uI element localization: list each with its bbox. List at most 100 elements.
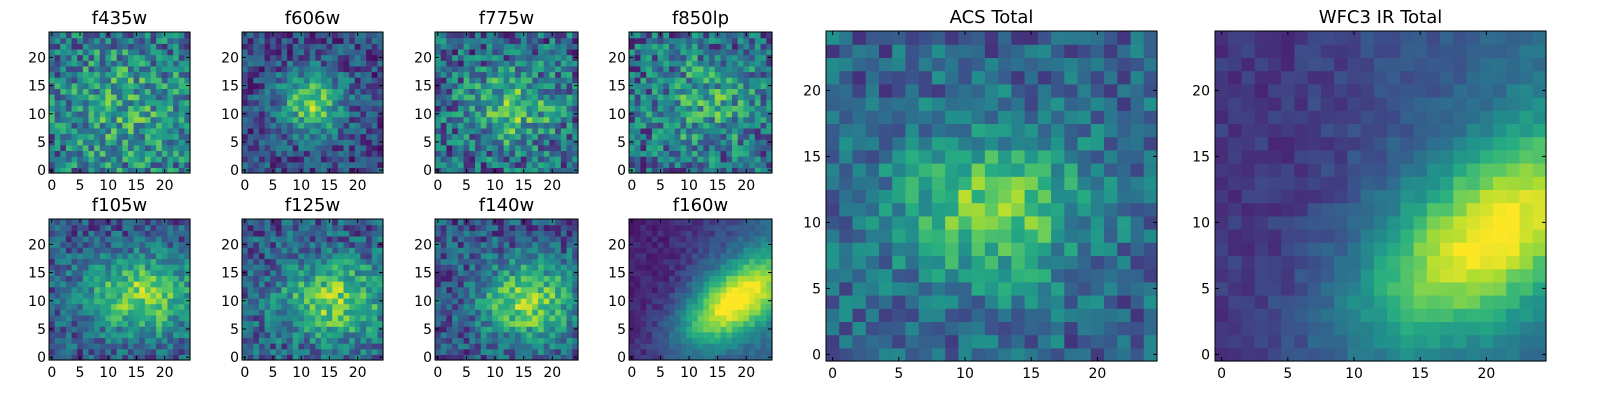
heatmap-cell [127,144,135,152]
heatmap-cell [515,88,522,95]
heatmap-cell [270,241,277,248]
heatmap-cell [497,122,505,129]
heatmap-cell [54,281,61,288]
heatmap-cell [743,331,750,339]
heatmap-cell [139,337,146,344]
heatmap-cell [629,88,636,95]
heatmap-cell [287,116,294,123]
heatmap-cell [737,139,744,146]
heatmap-cell [49,150,56,157]
heatmap-cell [139,37,146,44]
heatmap-cell [337,65,345,73]
heatmap-cell [173,348,180,355]
heatmap-cell [743,292,750,299]
heatmap-cell [156,99,163,106]
heatmap-cell [509,82,516,89]
heatmap-cell [122,235,129,243]
heatmap-cell [680,326,687,333]
heatmap-cell [65,281,73,288]
heatmap-cell [520,122,528,129]
heatmap-cell [49,258,56,265]
heatmap-cell [304,99,311,106]
heatmap-cell [156,281,163,288]
heatmap-cell [657,43,664,50]
heatmap-cell [486,286,493,293]
heatmap-cell [105,60,112,67]
heatmap-cell [173,77,180,84]
heatmap-cell [435,94,442,101]
heatmap-cell [634,275,642,282]
heatmap-cell [720,116,727,123]
heatmap-cell [657,139,664,146]
heatmap-cell [651,309,659,316]
heatmap-cell [315,264,322,271]
heatmap-cell [343,37,350,44]
heatmap-cell [526,161,533,168]
heatmap-cell [94,105,101,112]
heatmap-cell [480,156,488,163]
heatmap-cell [520,297,528,305]
heatmap-cell [150,331,157,339]
heatmap-cell [532,82,539,89]
heatmap-cell [452,43,459,50]
heatmap-cell [515,247,522,254]
heatmap-cell [497,303,505,310]
heatmap-cell [298,247,305,254]
heatmap-cell [566,219,573,226]
heatmap-cell [703,88,710,95]
heatmap-cell [292,320,299,327]
heatmap-cell [555,241,562,248]
heatmap-cell [258,144,266,152]
heatmap-cell [669,37,676,44]
heatmap-cell [669,354,676,361]
heatmap-cell [749,71,756,78]
heatmap-cell [242,60,249,67]
heatmap-cell [503,156,510,163]
heatmap-cell [122,94,129,101]
heatmap-cell [486,161,493,168]
heatmap-cell [281,219,288,226]
heatmap-cell [515,292,522,299]
heatmap-cell [549,60,556,67]
heatmap-cell [315,224,322,231]
heatmap-cell [720,297,727,305]
heatmap-cell [105,71,112,78]
heatmap-cell [657,297,664,305]
x-tick-label: 0 [47,365,56,381]
heatmap-cell [749,54,756,61]
heatmap-cell [629,77,636,84]
heatmap-cell [184,99,191,106]
heatmap-cell [709,320,716,327]
heatmap-cell [60,286,67,293]
heatmap-cell [173,48,180,56]
heatmap-cell [264,326,271,333]
heatmap-cell [480,224,488,231]
heatmap-cell [144,161,152,168]
heatmap-cell [167,247,174,254]
heatmap-cell [315,133,322,140]
y-tick-label: 10 [221,107,239,123]
heatmap-cell [726,292,733,299]
heatmap-cell [360,156,367,163]
heatmap-cell [709,309,716,316]
heatmap-cell [343,161,350,168]
heatmap-cell [503,43,510,50]
heatmap-cell [371,343,378,350]
y-tick-label: 20 [28,237,46,253]
heatmap-cell [360,37,367,44]
heatmap-cell [242,314,249,322]
heatmap-cell [560,105,568,112]
heatmap-cell [139,150,146,157]
heatmap-cell [360,297,367,305]
heatmap-cell [663,150,670,157]
heatmap-cell [354,144,362,152]
heatmap-cell [298,150,305,157]
heatmap-cell [105,230,112,237]
heatmap-cell [116,235,123,243]
heatmap-cell [743,127,750,135]
heatmap-cell [173,32,180,39]
heatmap-cell [178,139,185,146]
heatmap-cell [526,150,533,157]
heatmap-cell [509,269,516,276]
heatmap-cell [555,292,562,299]
